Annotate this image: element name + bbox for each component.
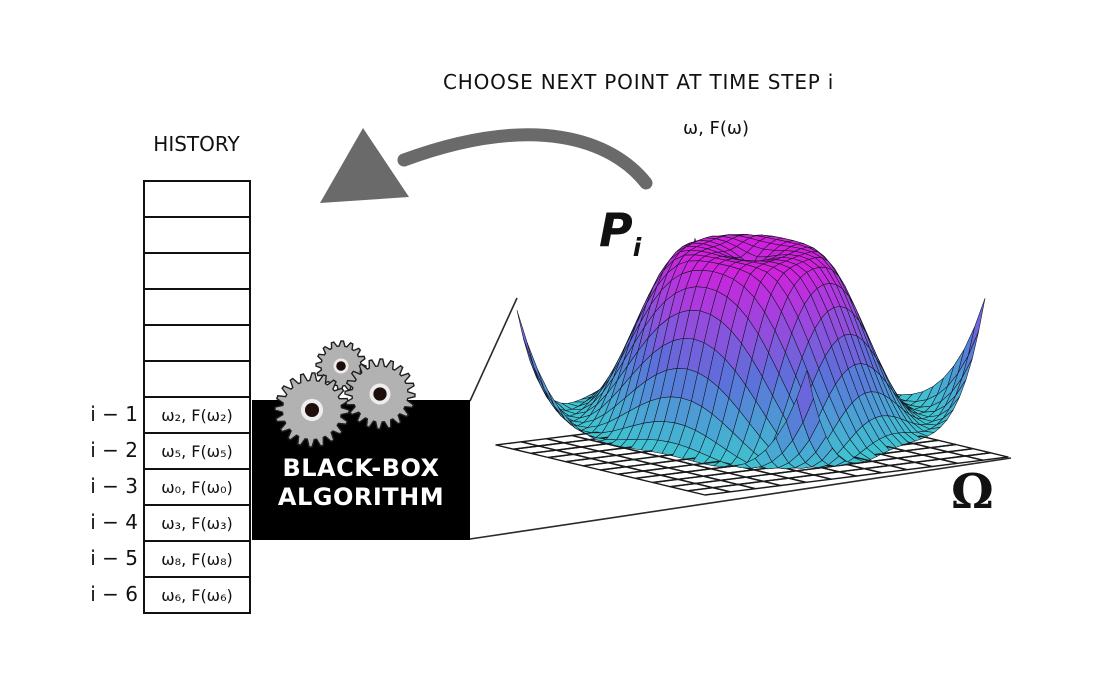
history-row-empty bbox=[145, 182, 249, 218]
history-title: HISTORY bbox=[153, 132, 240, 156]
history-row-empty bbox=[145, 290, 249, 326]
history-row: ω₃, F(ω₃) bbox=[145, 506, 249, 542]
history-cell: ω₆, F(ω₆) bbox=[161, 585, 233, 605]
distribution-label-base: P bbox=[599, 203, 633, 257]
domain-label: Ω bbox=[951, 464, 994, 520]
black-box-line2: ALGORITHM bbox=[277, 483, 445, 511]
arrow-curve bbox=[397, 128, 653, 190]
history-cell: ω₃, F(ω₃) bbox=[161, 513, 233, 533]
history-row-label: i − 1 bbox=[90, 402, 138, 426]
gear-icon bbox=[315, 340, 367, 392]
history-row-label: i − 3 bbox=[90, 474, 138, 498]
history-row: ω₈, F(ω₈) bbox=[145, 542, 249, 578]
history-table: ω₂, F(ω₂) ω₅, F(ω₅) ω₀, F(ω₀) ω₃, F(ω₃) ω₈, … bbox=[143, 180, 251, 614]
history-row-empty bbox=[145, 254, 249, 290]
history-row-empty bbox=[145, 362, 249, 398]
distribution-label-sub: i bbox=[632, 233, 642, 263]
history-cell: ω₅, F(ω₅) bbox=[161, 441, 233, 461]
sample-point-label: ω, F(ω) bbox=[683, 118, 749, 139]
history-cell: ω₀, F(ω₀) bbox=[161, 477, 233, 497]
history-row-empty bbox=[145, 326, 249, 362]
history-row-label: i − 5 bbox=[90, 546, 138, 570]
history-row: ω₂, F(ω₂) bbox=[145, 398, 249, 434]
history-row: ω₅, F(ω₅) bbox=[145, 434, 249, 470]
diagram-title: CHOOSE NEXT POINT AT TIME STEP i bbox=[443, 70, 835, 94]
history-row-labels: i − 1 i − 2 i − 3 i − 4 i − 5 i − 6 bbox=[80, 396, 138, 612]
history-row-label: i − 4 bbox=[90, 510, 138, 534]
history-row: ω₆, F(ω₆) bbox=[145, 578, 249, 612]
surface-mesh-and-domain-grid bbox=[495, 234, 1009, 496]
history-row: ω₀, F(ω₀) bbox=[145, 470, 249, 506]
black-box-algorithm: BLACK-BOX ALGORITHM bbox=[252, 400, 470, 540]
history-cell: ω₈, F(ω₈) bbox=[161, 549, 233, 569]
distribution-label: Pi bbox=[599, 207, 641, 260]
arrow-head-icon bbox=[320, 128, 409, 203]
history-row-empty bbox=[145, 218, 249, 254]
history-cell: ω₂, F(ω₂) bbox=[161, 405, 233, 425]
history-row-label: i − 6 bbox=[90, 582, 138, 606]
projection-beam-lines bbox=[469, 297, 1012, 540]
black-box-line1: BLACK-BOX bbox=[282, 454, 440, 482]
history-row-label: i − 2 bbox=[90, 438, 138, 462]
